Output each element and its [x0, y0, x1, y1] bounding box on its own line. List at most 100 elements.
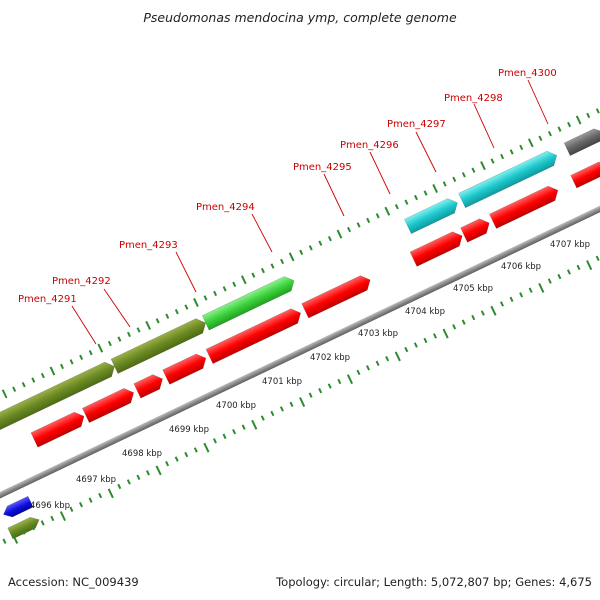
- tick-mark: [270, 263, 275, 269]
- tick-mark: [356, 369, 361, 376]
- gene-feature[interactable]: [570, 159, 600, 189]
- gene-label: Pmen_4300: [498, 68, 557, 79]
- leader-line: [251, 213, 273, 253]
- genome-summary-text: Topology: circular; Length: 5,072,807 bp…: [276, 575, 592, 589]
- tick-mark: [222, 286, 227, 292]
- tick-mark: [12, 533, 19, 544]
- tick-mark: [2, 538, 7, 544]
- tick-mark: [413, 342, 418, 348]
- tick-mark: [203, 295, 208, 301]
- tick-mark: [557, 126, 562, 132]
- leader-line: [415, 131, 437, 173]
- tick-mark: [193, 447, 198, 453]
- tick-mark: [69, 359, 74, 365]
- tick-mark: [452, 324, 457, 330]
- gene-feature[interactable]: [458, 148, 561, 209]
- leader-line: [527, 79, 549, 125]
- gene-feature[interactable]: [460, 216, 493, 243]
- gene-feature[interactable]: [489, 183, 561, 229]
- tick-mark: [50, 515, 55, 522]
- tick-mark: [547, 278, 552, 284]
- tick-mark: [527, 138, 534, 148]
- accession-text: Accession: NC_009439: [8, 575, 139, 589]
- tick-mark: [519, 292, 524, 298]
- tick-mark: [414, 194, 418, 201]
- outer-tick-line: [1, 108, 600, 399]
- tick-mark: [327, 383, 332, 389]
- tick-mark: [107, 340, 112, 347]
- tick-mark: [251, 419, 258, 430]
- tick-mark: [193, 298, 199, 308]
- tick-mark: [366, 365, 371, 371]
- tick-mark: [222, 433, 227, 439]
- tick-mark: [442, 328, 449, 339]
- tick-mark: [21, 529, 26, 535]
- gene-feature[interactable]: [82, 385, 137, 423]
- tick-mark: [79, 354, 84, 360]
- tick-mark: [375, 360, 380, 366]
- gene-feature[interactable]: [301, 273, 374, 319]
- kbp-label: 4698 kbp: [122, 449, 162, 459]
- tick-mark: [394, 351, 401, 362]
- tick-mark: [471, 314, 476, 321]
- kbp-scale: [2, 255, 600, 544]
- tick-mark: [232, 281, 237, 287]
- tick-mark: [327, 235, 332, 242]
- tick-mark: [336, 229, 343, 239]
- tick-mark: [567, 121, 572, 128]
- gene-feature[interactable]: [7, 514, 42, 540]
- gene-feature[interactable]: [205, 306, 304, 365]
- gene-feature[interactable]: [563, 126, 600, 156]
- tick-mark: [21, 381, 26, 388]
- gene-label: Pmen_4295: [293, 162, 352, 173]
- tick-mark: [240, 275, 247, 285]
- tick-mark: [557, 273, 562, 280]
- tick-mark: [145, 320, 151, 330]
- tick-mark: [40, 372, 45, 379]
- tick-mark: [308, 392, 313, 398]
- tick-mark: [509, 296, 514, 303]
- gene-label: Pmen_4297: [387, 119, 446, 130]
- gene-label: Pmen_4292: [52, 276, 111, 287]
- tick-mark: [299, 249, 304, 256]
- gene-feature[interactable]: [30, 409, 88, 448]
- gene-feature[interactable]: [1, 495, 34, 520]
- tick-mark: [97, 343, 104, 353]
- gene-feature[interactable]: [409, 229, 466, 267]
- kbp-label: 4706 kbp: [501, 262, 541, 272]
- tick-mark: [519, 144, 524, 151]
- tick-mark: [547, 131, 552, 137]
- gene-feature[interactable]: [201, 273, 297, 331]
- tick-mark: [12, 386, 17, 392]
- kbp-label: 4702 kbp: [310, 353, 350, 363]
- tick-mark: [404, 199, 409, 205]
- gene-feature[interactable]: [404, 196, 461, 234]
- tick-mark: [136, 474, 141, 481]
- gene-feature[interactable]: [162, 351, 210, 385]
- gene-label: Pmen_4296: [340, 140, 399, 151]
- kbp-label: 4699 kbp: [169, 425, 209, 435]
- tick-mark: [538, 282, 545, 293]
- kbp-label: 4707 kbp: [550, 240, 590, 250]
- tick-mark: [289, 401, 294, 408]
- tick-mark: [442, 181, 447, 187]
- tick-mark: [423, 337, 428, 344]
- kbp-label: 4700 kbp: [216, 401, 256, 411]
- gene-feature[interactable]: [133, 372, 166, 399]
- gene-label: Pmen_4291: [18, 294, 77, 305]
- tick-mark: [241, 424, 246, 430]
- tick-mark: [212, 438, 217, 444]
- tick-mark: [49, 366, 56, 376]
- tick-mark: [260, 415, 265, 421]
- tick-mark: [318, 387, 323, 394]
- tick-mark: [1, 389, 8, 399]
- gene-feature[interactable]: [0, 359, 118, 439]
- kbp-label: 4705 kbp: [453, 284, 493, 294]
- tick-mark: [566, 269, 571, 275]
- tick-mark: [490, 158, 495, 164]
- backbone: [0, 115, 600, 569]
- tick-mark: [165, 460, 170, 467]
- leader-line: [71, 305, 97, 345]
- tick-mark: [136, 327, 141, 333]
- gene-feature[interactable]: [110, 316, 209, 374]
